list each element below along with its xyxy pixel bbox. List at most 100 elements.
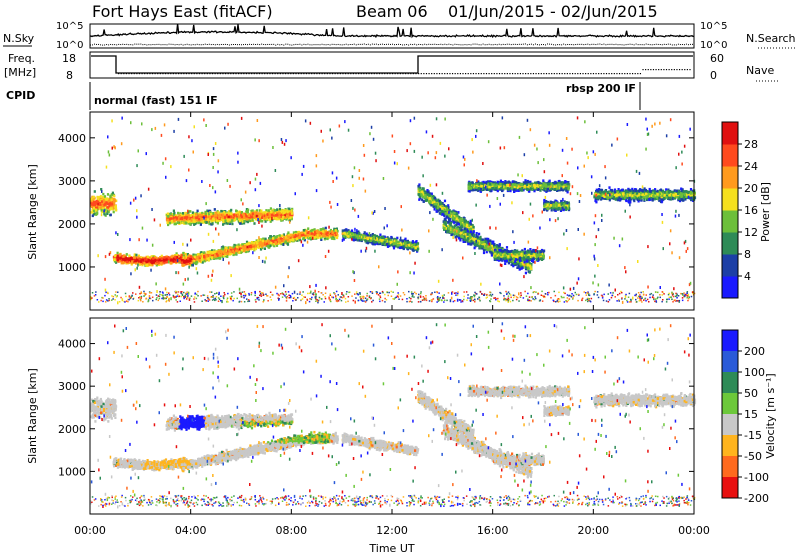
- scatter-cell: [100, 208, 103, 212]
- scatter-cell: [103, 195, 107, 198]
- nsearch-dot: [184, 44, 186, 46]
- nsearch-dot: [365, 44, 367, 46]
- nsearch-dot: [486, 44, 488, 46]
- scatter-cell: [182, 263, 186, 267]
- scatter-cell: [141, 260, 144, 264]
- nave-dot: [363, 73, 365, 75]
- scatter-cell: [236, 213, 239, 217]
- scatter-cell: [278, 234, 281, 237]
- nsearch-dot: [351, 44, 353, 46]
- scatter-cell: [255, 214, 258, 218]
- scatter-cell: [108, 208, 111, 212]
- scatter-cell: [130, 256, 133, 260]
- nave-dot: [579, 73, 582, 75]
- scatter-cell: [272, 237, 275, 240]
- nsearch-dot: [317, 44, 319, 46]
- scatter-cell: [251, 212, 254, 216]
- nsearch-dot: [573, 44, 575, 46]
- nave-dot: [652, 69, 655, 71]
- scatter-cell: [197, 253, 200, 256]
- scatter-cell: [235, 252, 238, 255]
- scatter-cell: [209, 250, 212, 254]
- nsearch-dot: [394, 44, 396, 46]
- scatter-cell: [313, 236, 316, 239]
- scatter-cell: [102, 198, 105, 202]
- scatter-cell: [113, 260, 117, 263]
- scatter-cell: [253, 241, 256, 245]
- nsearch-dot: [112, 44, 114, 46]
- nsearch-dot: [261, 43, 263, 45]
- nave-dot: [405, 73, 407, 75]
- scatter-cell: [222, 213, 225, 217]
- nsearch-dot: [520, 43, 522, 45]
- scatter-cell: [109, 213, 112, 217]
- scatter-cell: [138, 263, 142, 266]
- nsearch-dot: [414, 43, 416, 45]
- nsearch-dot: [420, 44, 422, 46]
- nave-dot: [491, 73, 493, 75]
- scatter-cell: [106, 202, 109, 206]
- nave-dot: [522, 73, 524, 75]
- nsearch-dot: [313, 44, 315, 46]
- nave-dot: [298, 73, 300, 75]
- scatter-cell: [223, 249, 227, 252]
- nsearch-dot: [444, 43, 446, 45]
- nave-dot: [418, 73, 420, 75]
- scatter-cell: [294, 233, 297, 237]
- scatter-cell: [215, 219, 219, 223]
- scatter-cell: [153, 260, 156, 264]
- nsearch-dot: [126, 43, 128, 45]
- nave-dot: [501, 73, 503, 75]
- scatter-cell: [160, 254, 163, 258]
- nave-dot: [167, 73, 169, 75]
- nsearch-dot: [623, 44, 625, 46]
- scatter-cell: [102, 196, 105, 199]
- scatter-cell: [133, 258, 136, 261]
- scatter-cell: [261, 243, 264, 246]
- nave-dot: [146, 73, 148, 75]
- nave-dot: [248, 73, 250, 75]
- nsearch-dot: [510, 44, 512, 46]
- scatter-cell: [282, 211, 285, 214]
- nsearch-dot: [267, 43, 269, 45]
- nsearch-dot: [150, 44, 152, 46]
- scatter-cell: [166, 212, 169, 216]
- nave-dot: [219, 73, 221, 75]
- freq-label-2: [MHz]: [4, 66, 36, 79]
- nave-dot: [284, 73, 287, 75]
- scatter-cell: [269, 235, 273, 238]
- nsearch-dot: [337, 43, 339, 45]
- nsearch-dot: [208, 43, 210, 45]
- scatter-cell: [288, 207, 291, 211]
- freq-tick-top: 18: [62, 52, 76, 65]
- nave-dot: [313, 73, 315, 75]
- nave-dot: [334, 73, 336, 75]
- nave-dot: [436, 73, 438, 75]
- scatter-cell: [229, 215, 232, 219]
- nave-dot: [266, 73, 268, 75]
- nave-dot: [412, 73, 415, 75]
- nave-dot: [538, 73, 540, 75]
- scatter-cell: [143, 262, 146, 265]
- nsearch-dot: [283, 44, 285, 46]
- nsearch-dot: [140, 43, 142, 45]
- nsearch-dot: [236, 44, 238, 46]
- nsearch-dot: [675, 44, 677, 46]
- scatter-cell: [92, 206, 95, 210]
- scatter-cell: [126, 260, 129, 264]
- scatter-cell: [134, 258, 137, 261]
- nave-dot: [631, 73, 634, 75]
- nave-dot: [269, 73, 271, 75]
- nave-dot: [608, 73, 610, 75]
- scatter-cell: [134, 259, 137, 263]
- nsearch-dot: [404, 44, 406, 46]
- scatter-cell: [230, 208, 233, 212]
- nsearch-dot: [661, 44, 663, 46]
- nave-dot: [253, 73, 255, 75]
- nsearch-dot: [214, 44, 216, 46]
- scatter-cell: [219, 253, 222, 257]
- nave-dot: [170, 73, 172, 75]
- scatter-cell: [109, 195, 112, 199]
- scatter-cell: [298, 232, 301, 236]
- scatter-cell: [136, 258, 139, 262]
